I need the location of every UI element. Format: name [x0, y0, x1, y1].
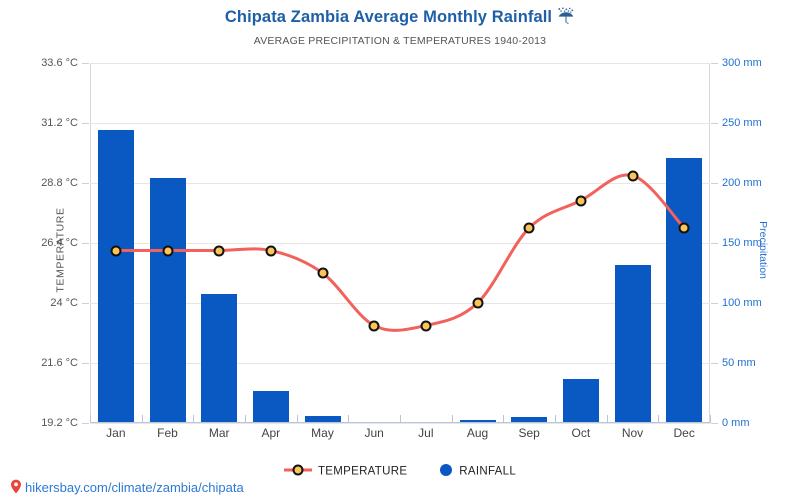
x-axis-label: Jul	[418, 426, 434, 440]
umbrella-rain-icon	[557, 7, 575, 30]
left-axis-tick-label: 24 °C	[50, 297, 78, 309]
x-axis-tick	[555, 415, 556, 423]
rainfall-bar[interactable]	[459, 420, 496, 422]
temperature-marker[interactable]	[110, 245, 122, 256]
right-axis-tick	[711, 123, 718, 124]
x-axis-tick	[245, 415, 246, 423]
gridline	[90, 63, 710, 64]
x-axis-label: Mar	[208, 426, 230, 440]
chart-title-text: Chipata Zambia Average Monthly Rainfall	[224, 8, 553, 26]
left-axis-tick-label: 21.6 °C	[41, 357, 78, 369]
legend-line-marker-icon	[283, 463, 312, 480]
plot-area: 19.2 °C 21.6 °C 24 °C 26.4 °C 28.8 °C 31.2 °C…	[41, 57, 762, 429]
right-axis-tick	[711, 423, 718, 424]
right-axis-tick	[711, 63, 718, 64]
chart-subtitle: AVERAGE PRECIPITATION & TEMPERATURES 194…	[253, 35, 547, 47]
x-axis-tick	[451, 415, 453, 423]
left-axis-tick-label: 28.8 °C	[41, 177, 78, 189]
left-axis-tick	[82, 423, 89, 424]
temperature-marker[interactable]	[265, 245, 277, 256]
gridline	[90, 123, 710, 124]
right-axis-tick-label: 0 mm	[722, 417, 750, 429]
rainfall-bar[interactable]	[614, 264, 651, 422]
right-axis-tick-label: 50 mm	[722, 357, 756, 369]
x-axis-label: May	[311, 426, 334, 440]
x-axis-label: Jan	[106, 426, 126, 440]
gridline	[90, 423, 710, 424]
rainfall-bar[interactable]	[562, 378, 599, 422]
x-axis-label: Nov	[621, 426, 644, 440]
rainfall-bar[interactable]	[304, 416, 341, 422]
x-axis-tick	[658, 415, 660, 423]
x-axis-label: Oct	[571, 426, 591, 440]
source-link[interactable]: hikersbay.com/climate/zambia/chipata	[10, 479, 244, 497]
left-axis-tick	[82, 363, 89, 364]
rainfall-bar[interactable]	[666, 158, 703, 422]
x-axis-tick	[710, 415, 711, 423]
temperature-marker[interactable]	[575, 195, 587, 206]
chart-legend: TEMPERATURE RAINFALL	[0, 463, 800, 480]
right-axis-tick-label: 300 mm	[722, 57, 762, 69]
temperature-marker[interactable]	[368, 320, 380, 331]
rainfall-bar[interactable]	[149, 178, 186, 422]
x-axis-label: Aug	[466, 426, 489, 440]
x-axis-label: Jun	[364, 426, 384, 440]
left-axis-tick-label: 26.4 °C	[41, 237, 78, 249]
temperature-marker[interactable]	[317, 267, 328, 279]
right-axis-tick-label: 250 mm	[722, 117, 762, 129]
location-pin-icon	[10, 479, 22, 497]
x-axis-tick	[141, 415, 143, 423]
rainfall-bar[interactable]	[97, 130, 134, 422]
rainfall-bar[interactable]	[201, 293, 238, 422]
right-axis-tick	[711, 183, 718, 184]
legend-label: TEMPERATURE	[317, 465, 408, 478]
x-axis-tick	[503, 415, 505, 423]
right-axis-tick	[711, 303, 718, 304]
gridline	[90, 363, 710, 364]
legend-circle-icon	[439, 463, 453, 480]
temperature-marker[interactable]	[627, 170, 638, 181]
legend-label: RAINFALL	[459, 465, 517, 478]
rainfall-bar[interactable]	[511, 417, 548, 422]
left-axis-tick	[82, 303, 89, 304]
x-axis-label: Feb	[157, 426, 178, 440]
x-axis-tick	[296, 415, 298, 423]
x-axis-tick	[90, 415, 91, 423]
temperature-marker[interactable]	[523, 222, 535, 234]
source-link-text: hikersbay.com/climate/zambia/chipata	[25, 480, 244, 495]
temperature-marker[interactable]	[472, 297, 483, 309]
left-axis-tick-label: 33.6 °C	[41, 57, 78, 69]
x-axis-label: Sep	[518, 426, 540, 440]
legend-item[interactable]: TEMPERATURE	[283, 463, 408, 480]
left-axis-tick	[82, 123, 89, 124]
rainfall-bar[interactable]	[252, 390, 289, 422]
left-axis-tick-label: 31.2 °C	[41, 117, 78, 129]
left-axis-title: TEMPERATURE	[54, 207, 67, 293]
legend-item[interactable]: RAINFALL	[439, 463, 516, 480]
chart-title: Chipata Zambia Average Monthly Rainfall	[0, 7, 800, 30]
right-axis-title: Precipitation	[757, 221, 770, 279]
right-axis-tick-label: 200 mm	[722, 177, 762, 189]
right-axis-tick-label: 150 mm	[722, 237, 762, 249]
left-axis-tick-label: 19.2 °C	[41, 417, 78, 429]
x-axis-label: Apr	[261, 426, 281, 440]
x-axis-tick	[606, 415, 608, 423]
temperature-marker[interactable]	[678, 222, 690, 234]
temperature-marker[interactable]	[162, 245, 173, 256]
x-axis-tick	[400, 415, 401, 423]
temperature-marker[interactable]	[213, 245, 225, 256]
right-axis-tick-label: 100 mm	[722, 297, 762, 309]
x-axis-tick	[193, 415, 195, 423]
right-axis-tick	[711, 363, 718, 364]
right-axis-tick	[711, 243, 718, 244]
x-axis-label: Dec	[673, 426, 695, 440]
temperature-marker[interactable]	[420, 320, 432, 331]
x-axis-tick	[348, 415, 350, 423]
left-axis-tick	[82, 63, 89, 64]
left-axis-tick	[82, 183, 89, 184]
left-axis-tick	[82, 243, 89, 244]
